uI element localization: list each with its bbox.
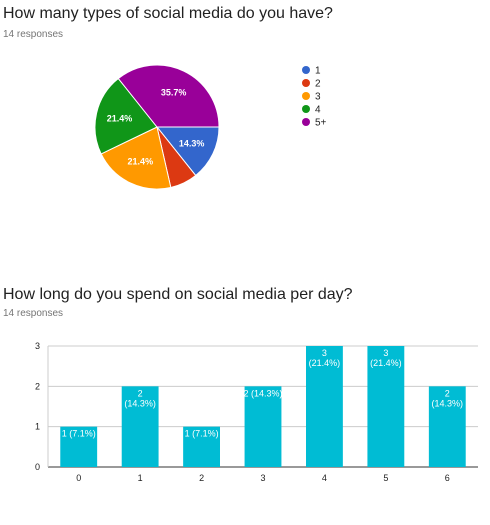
x-tick-label: 1 xyxy=(138,473,143,483)
bar-data-label: 3 (21.4%) xyxy=(309,348,341,368)
y-tick-label: 2 xyxy=(35,381,40,391)
legend-entry: 2 xyxy=(315,79,321,90)
bar-data-label: 3 (21.4%) xyxy=(370,348,402,368)
pie-question-title: How many types of social media do you ha… xyxy=(3,5,333,22)
pie-slice-4 xyxy=(94,77,158,155)
bar-4 xyxy=(306,346,343,467)
legend-entry: 4 xyxy=(315,105,321,116)
y-tick-label: 0 xyxy=(35,462,40,472)
legend-entry: 1 xyxy=(315,66,321,77)
bar-question-title: How long do you spend on social media pe… xyxy=(3,286,353,303)
legend-swatch xyxy=(302,66,310,74)
bar-response-count: 14 responses xyxy=(3,308,64,319)
legend-swatch xyxy=(302,79,310,87)
x-tick-label: 6 xyxy=(445,473,450,483)
bar-data-label: 2 (14.3%) xyxy=(243,388,282,398)
x-tick-label: 5 xyxy=(383,473,388,483)
x-tick-label: 3 xyxy=(260,473,265,483)
pie-slice-label: 35.7% xyxy=(161,87,187,97)
bar-3 xyxy=(244,386,282,467)
bar-data-label: 2 (14.3%) xyxy=(124,388,156,408)
x-tick-label: 0 xyxy=(76,473,81,483)
legend-swatch xyxy=(302,105,310,113)
bar-data-label: 1 (7.1%) xyxy=(62,429,96,439)
legend-swatch xyxy=(302,92,310,100)
bar-1 xyxy=(121,386,159,467)
pie-slice-1 xyxy=(155,126,220,177)
pie-response-count: 14 responses xyxy=(3,29,64,40)
pie-slice-label: 21.4% xyxy=(128,157,154,167)
bar-6 xyxy=(428,386,466,467)
pie-slice-label: 21.4% xyxy=(107,113,133,123)
pie-slice-5+ xyxy=(117,64,220,128)
pie-slice-label: 14.3% xyxy=(179,139,205,149)
x-tick-label: 4 xyxy=(322,473,327,483)
y-tick-label: 3 xyxy=(35,341,40,351)
bar-5 xyxy=(367,346,405,467)
pie-slice-3 xyxy=(100,126,172,190)
pie-chart: 14.3% 21.4% 21.4% 35.7% 1 2 3 4 5+ xyxy=(94,64,327,190)
bar-data-label: 1 (7.1%) xyxy=(185,429,219,439)
legend-entry: 3 xyxy=(315,92,321,103)
legend-entry: 5+ xyxy=(315,118,327,129)
bar-chart: 0 1 2 3 1 (7.1%) 0 2 (14.3%) 1 1 (7.1%) 2 2 (14.3%)… xyxy=(35,341,478,483)
y-tick-label: 1 xyxy=(35,422,40,432)
bar-0 xyxy=(60,426,98,467)
legend-swatch xyxy=(302,118,310,126)
bar-data-label: 2 (14.3%) xyxy=(432,388,464,408)
x-tick-label: 2 xyxy=(199,473,204,483)
bar-2 xyxy=(183,426,220,467)
